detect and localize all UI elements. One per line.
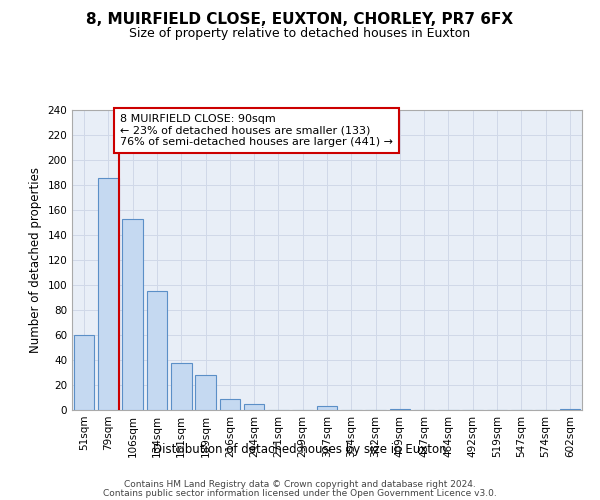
Bar bbox=[244, 404, 265, 410]
Bar bbox=[146, 291, 167, 410]
Text: 8, MUIRFIELD CLOSE, EUXTON, CHORLEY, PR7 6FX: 8, MUIRFIELD CLOSE, EUXTON, CHORLEY, PR7… bbox=[86, 12, 514, 28]
Y-axis label: Number of detached properties: Number of detached properties bbox=[29, 167, 42, 353]
Bar bbox=[98, 178, 119, 410]
Bar bbox=[171, 362, 191, 410]
Bar bbox=[122, 219, 143, 410]
Bar bbox=[74, 335, 94, 410]
Text: 8 MUIRFIELD CLOSE: 90sqm
← 23% of detached houses are smaller (133)
76% of semi-: 8 MUIRFIELD CLOSE: 90sqm ← 23% of detach… bbox=[120, 114, 393, 147]
Text: Contains public sector information licensed under the Open Government Licence v3: Contains public sector information licen… bbox=[103, 489, 497, 498]
Bar bbox=[389, 409, 410, 410]
Text: Size of property relative to detached houses in Euxton: Size of property relative to detached ho… bbox=[130, 28, 470, 40]
Bar bbox=[195, 375, 216, 410]
Text: Distribution of detached houses by size in Euxton: Distribution of detached houses by size … bbox=[153, 442, 447, 456]
Bar bbox=[220, 399, 240, 410]
Bar bbox=[317, 406, 337, 410]
Text: Contains HM Land Registry data © Crown copyright and database right 2024.: Contains HM Land Registry data © Crown c… bbox=[124, 480, 476, 489]
Bar bbox=[560, 409, 580, 410]
